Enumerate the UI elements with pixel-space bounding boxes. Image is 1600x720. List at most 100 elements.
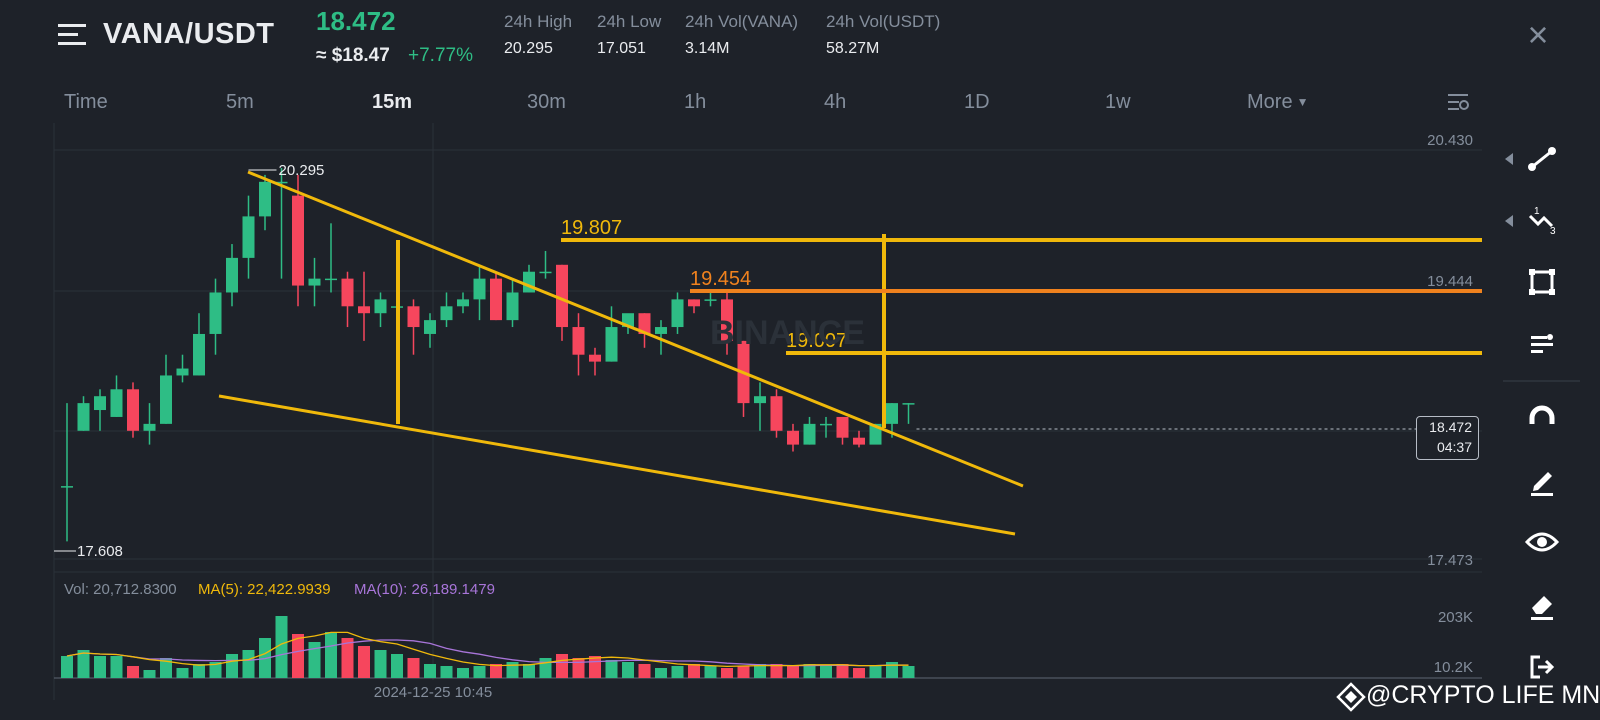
- close-icon[interactable]: ×: [1527, 14, 1549, 55]
- volume-bar: [275, 616, 288, 678]
- candle-down: [358, 306, 370, 314]
- candle-up: [902, 403, 915, 405]
- volume-bar: [424, 664, 436, 678]
- candle-down: [787, 430, 799, 445]
- candle-up: [160, 375, 172, 424]
- last-price: 18.472: [316, 6, 396, 36]
- magnet-icon[interactable]: [1520, 398, 1564, 438]
- volume-bar: [638, 664, 651, 678]
- candle-down: [407, 306, 420, 328]
- candle-countdown: 04:37: [1436, 439, 1472, 455]
- volume-bar: [704, 666, 717, 678]
- expand-arrow-icon[interactable]: [1504, 152, 1514, 165]
- volume-bar: [176, 668, 189, 678]
- rectangle-icon[interactable]: [1520, 262, 1564, 302]
- stat-label-24h-high: 24h High: [504, 12, 573, 31]
- eraser-icon[interactable]: [1520, 584, 1564, 624]
- eye-icon[interactable]: [1520, 522, 1564, 562]
- volume-bar: [358, 646, 370, 678]
- candle-up: [655, 327, 667, 334]
- wedge-upper-trendline: [247, 170, 1024, 488]
- volume-bar: [325, 632, 337, 678]
- volume-bar: [127, 666, 139, 678]
- tab-4h[interactable]: 4h: [824, 91, 847, 113]
- candle-up: [803, 423, 816, 445]
- tab-1w[interactable]: 1w: [1105, 91, 1131, 113]
- tab-5m[interactable]: 5m: [226, 91, 254, 113]
- candle-up: [259, 181, 271, 217]
- volume-bar: [869, 666, 882, 678]
- volume-bar: [902, 666, 915, 678]
- tab-1h[interactable]: 1h: [684, 91, 707, 113]
- volume-bar: [787, 666, 799, 678]
- wedge-lower-trendline: [218, 394, 1016, 536]
- candle-down: [572, 327, 585, 355]
- candle-down: [836, 416, 849, 438]
- price-axis-label: 17.473: [1427, 552, 1473, 569]
- candle-up: [754, 396, 766, 404]
- horizontal-level-label: 19.454: [690, 268, 751, 290]
- volume-bar: [391, 654, 403, 678]
- expand-arrow-icon[interactable]: [1504, 214, 1514, 227]
- volume-bar: [490, 664, 502, 678]
- volume-bar: [407, 658, 420, 678]
- volume-bar: [110, 656, 123, 678]
- fiat-price: ≈ $18.47: [316, 45, 390, 66]
- volume-bar: [457, 668, 469, 678]
- candle-down: [589, 354, 601, 362]
- horizontal-level-label: 19.807: [561, 217, 622, 239]
- ma10-line: [66, 639, 909, 667]
- candle-up: [457, 299, 469, 307]
- menu-icon[interactable]: [58, 22, 88, 48]
- tab-15m[interactable]: 15m: [372, 91, 413, 113]
- volume-bar: [556, 654, 568, 678]
- volume-bar: [622, 662, 634, 678]
- candle-down: [638, 313, 651, 334]
- current-price-tag: 18.472 04:37: [1416, 416, 1479, 460]
- trading-pair-title[interactable]: VANA/USDT: [103, 18, 275, 50]
- price-axis-label: 20.430: [1427, 132, 1473, 149]
- stat-label-24h-vol-quote: 24h Vol(USDT): [826, 12, 941, 31]
- candle-up: [820, 423, 832, 426]
- low-marker-label: 17.608: [77, 543, 123, 560]
- candle-up: [523, 271, 535, 293]
- volume-axis-label: 10.2K: [1434, 659, 1473, 676]
- candle-up: [242, 216, 255, 258]
- pencil-icon[interactable]: [1520, 460, 1564, 500]
- candle-up: [226, 257, 238, 293]
- stat-value-24h-vol-quote: 58.27M: [826, 40, 880, 57]
- candle-up: [539, 271, 552, 274]
- svg-text:3: 3: [1550, 226, 1556, 237]
- trendline-icon[interactable]: [1520, 139, 1564, 179]
- volume-bar: [836, 664, 849, 678]
- ma5-value: MA(5): 22,422.9939: [198, 581, 331, 598]
- chart-settings-icon[interactable]: [1446, 90, 1470, 114]
- exit-icon[interactable]: [1520, 647, 1564, 687]
- stat-label-24h-vol-base: 24h Vol(VANA): [685, 12, 799, 31]
- tab-1d[interactable]: 1D: [964, 91, 990, 113]
- candle-up: [424, 320, 436, 334]
- candle-up: [506, 292, 519, 321]
- stat-label-24h-low: 24h Low: [597, 12, 662, 31]
- volume-bar: [886, 662, 898, 678]
- tab-time[interactable]: Time: [64, 91, 108, 113]
- volume-bar: [143, 670, 156, 678]
- tab-30m[interactable]: 30m: [527, 91, 566, 113]
- candle-down: [341, 278, 354, 307]
- candle-up: [193, 333, 205, 376]
- candles: [61, 167, 915, 542]
- candle-up: [209, 292, 222, 334]
- exchange-watermark: BINANCE: [710, 314, 865, 352]
- candle-up: [176, 368, 189, 376]
- time-axis-label: 2024-12-25 10:45: [374, 684, 492, 701]
- candle-up: [704, 299, 717, 301]
- bars-icon[interactable]: [1520, 324, 1564, 364]
- stat-value-24h-low: 17.051: [597, 40, 646, 57]
- tab-more[interactable]: More ▼: [1247, 91, 1308, 114]
- horizontal-level-label: 19.007: [786, 330, 847, 352]
- volume-bar: [440, 666, 453, 678]
- candle-up: [605, 327, 618, 362]
- candle-up: [94, 396, 106, 411]
